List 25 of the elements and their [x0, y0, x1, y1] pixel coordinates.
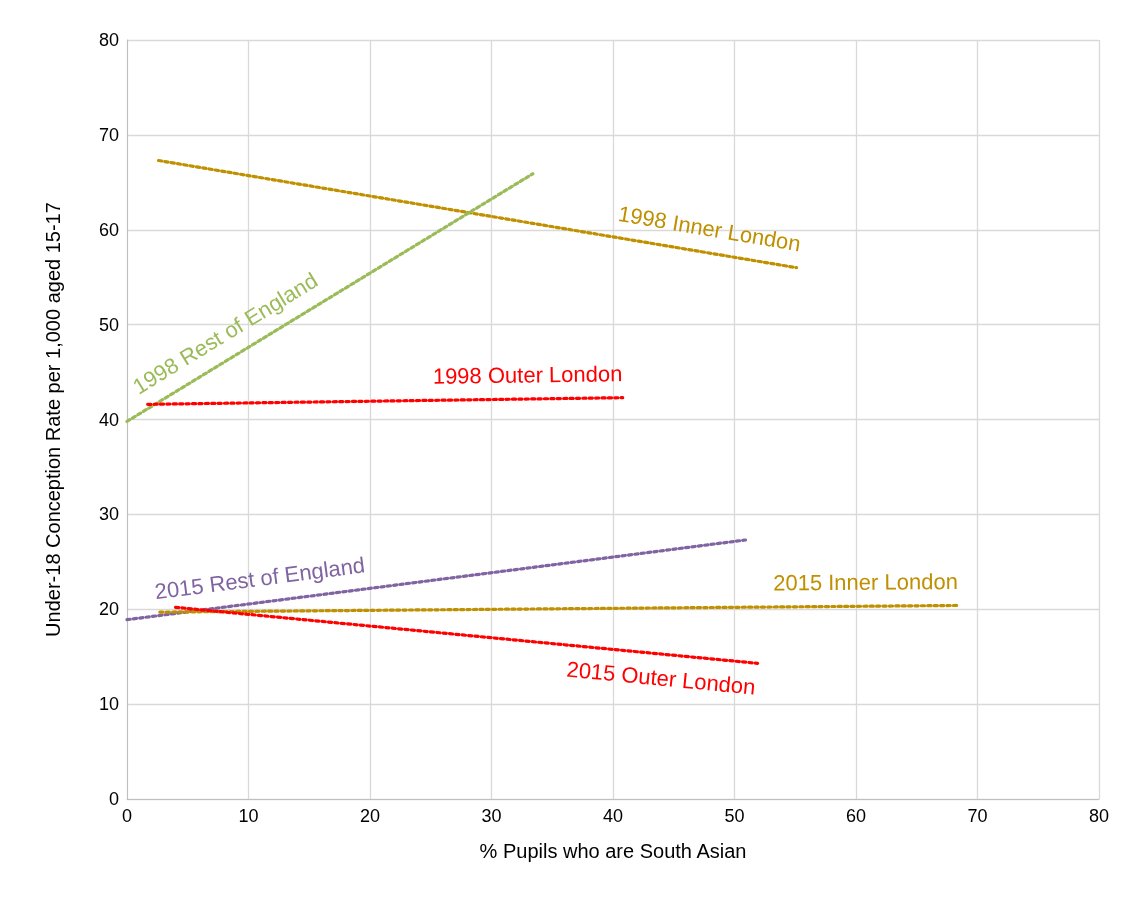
y-axis-title: Under-18 Conception Rate per 1,000 aged 15-17 [42, 202, 64, 637]
y-tick-label: 70 [98, 124, 119, 145]
x-tick-label: 20 [359, 806, 381, 826]
y-tick-label: 60 [98, 219, 119, 240]
y-tick-label: 10 [98, 694, 119, 715]
text: 2015 Outer London [565, 656, 757, 700]
y-tick-label: 80 [98, 30, 119, 50]
y-tick-label: 30 [98, 504, 119, 525]
x-tick-label: 60 [845, 806, 867, 826]
text: 1998 Inner London [616, 201, 803, 257]
y-tick-label: 50 [98, 314, 119, 335]
x-tick-label: 10 [238, 806, 259, 826]
series-label: 1998 Outer London [432, 361, 623, 389]
x-tick-label: 30 [481, 806, 502, 826]
x-tick-label: 0 [121, 806, 133, 826]
y-tick-label: 20 [98, 599, 119, 620]
y-tick-label: 40 [98, 409, 119, 430]
text: 2015 Rest of England [153, 552, 367, 605]
x-tick-label: 80 [1088, 806, 1110, 826]
x-tick-label: 40 [602, 806, 624, 826]
x-axis-title: % Pupils who are South Asian [479, 840, 747, 862]
series-label: 2015 Inner London [773, 568, 958, 596]
x-tick-label: 50 [724, 806, 745, 826]
y-tick-label: 0 [108, 789, 119, 809]
x-tick-label: 70 [967, 806, 988, 826]
